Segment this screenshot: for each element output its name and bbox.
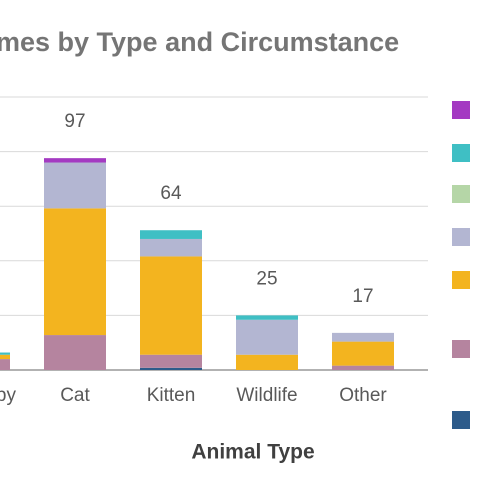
x-tick-label: py — [0, 385, 16, 406]
chart-title: mes by Type and Circumstance — [0, 27, 399, 57]
bar-segment — [0, 352, 10, 355]
data-label: 64 — [160, 183, 182, 204]
bar-segment — [332, 341, 394, 366]
legend-swatch — [452, 144, 470, 162]
data-label: 97 — [64, 111, 85, 132]
bar-segment — [236, 354, 298, 370]
bar-segment — [140, 354, 202, 368]
bar-segment — [44, 335, 106, 370]
bar-segment — [140, 230, 202, 239]
bar-segment — [44, 162, 106, 209]
bar-segment — [332, 332, 394, 342]
bar-segment — [140, 238, 202, 257]
x-tick-label: Other — [339, 385, 387, 406]
legend-swatch — [452, 411, 470, 429]
legend-swatch — [452, 101, 470, 119]
legend-swatch — [452, 185, 470, 203]
bar-segment — [140, 367, 202, 370]
data-label: 17 — [352, 286, 373, 307]
legend-swatch — [452, 271, 470, 289]
bar-segment — [236, 319, 298, 355]
data-label: 25 — [256, 268, 277, 289]
legend-swatch — [452, 340, 470, 358]
x-axis-title: Animal Type — [191, 441, 314, 464]
bar-segment — [0, 359, 10, 370]
bar-segment — [332, 365, 394, 370]
x-tick-label: Kitten — [147, 385, 196, 406]
bar-segment — [0, 354, 10, 360]
legend-swatch — [452, 228, 470, 246]
bar-segment — [44, 158, 106, 163]
bar-segment — [236, 315, 298, 320]
bar-segment — [44, 208, 106, 336]
x-tick-label: Wildlife — [236, 385, 297, 406]
x-tick-label: Cat — [60, 385, 90, 406]
bar-segment — [140, 256, 202, 355]
